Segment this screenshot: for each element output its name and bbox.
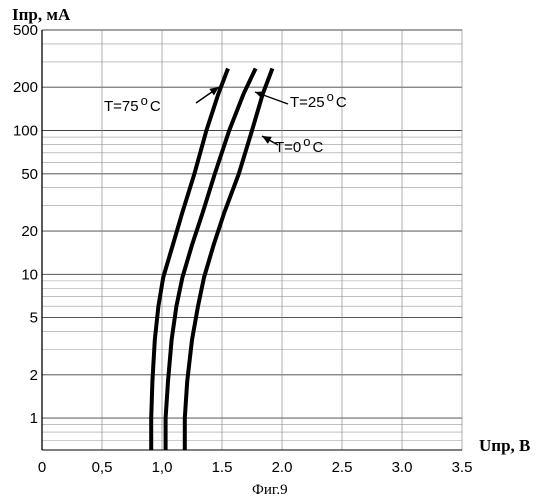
series-label-0: T=75oC	[104, 93, 161, 115]
x-tick-label: 2.0	[272, 459, 293, 476]
y-tick-label: 1	[30, 410, 38, 427]
series-line-2	[185, 69, 273, 451]
y-tick-label: 500	[13, 22, 38, 39]
x-tick-label: 1,0	[152, 459, 173, 476]
x-tick-label: 0,5	[92, 459, 113, 476]
grid-major-lines	[42, 30, 462, 450]
grid-minor-lines	[42, 30, 462, 450]
series-curves	[151, 69, 272, 451]
y-tick-label: 200	[13, 79, 38, 96]
x-tick-label: 3.0	[392, 459, 413, 476]
x-tick-label: 1.5	[212, 459, 233, 476]
x-tick-label: 0	[38, 459, 46, 476]
y-tick-label: 2	[30, 367, 38, 384]
x-axis-title: Uпр, В	[479, 436, 530, 455]
series-label-1: T=25oC	[290, 89, 347, 111]
x-tick-labels: 0 0,5 1,0 1.5 2.0 2.5 3.0 3.5	[38, 459, 473, 476]
figure-caption: Фиг.9	[252, 482, 288, 498]
y-axis-title: Iпр, мА	[12, 5, 71, 24]
x-tick-label: 3.5	[452, 459, 473, 476]
y-tick-label: 100	[13, 123, 38, 140]
y-tick-labels: 500 200 100 50 20 10 5 2 1	[13, 22, 38, 427]
y-tick-label: 50	[21, 166, 38, 183]
y-tick-label: 5	[30, 310, 38, 327]
y-tick-label: 10	[21, 266, 38, 283]
x-tick-label: 2.5	[332, 459, 353, 476]
y-tick-label: 20	[21, 223, 38, 240]
